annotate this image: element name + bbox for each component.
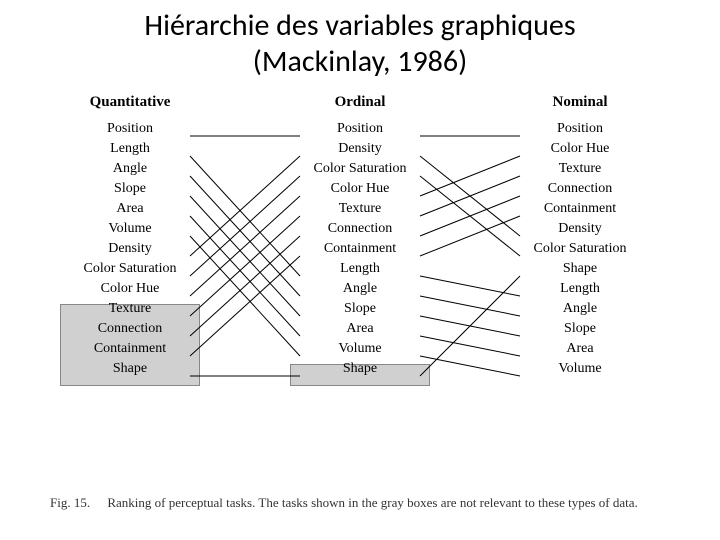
column-ordinal: Ordinal PositionDensityColor SaturationC… xyxy=(294,94,426,379)
rank-item: Texture xyxy=(294,199,426,219)
rank-item: Length xyxy=(64,139,196,159)
column-nominal: Nominal PositionColor HueTextureConnecti… xyxy=(514,94,646,379)
rank-item: Position xyxy=(294,119,426,139)
figure-label: Fig. 15. xyxy=(50,495,90,510)
rank-item: Area xyxy=(514,339,646,359)
rank-item: Color Hue xyxy=(514,139,646,159)
rank-item: Angle xyxy=(294,279,426,299)
rank-item: Position xyxy=(514,119,646,139)
rank-item: Shape xyxy=(514,259,646,279)
rank-item: Color Hue xyxy=(294,179,426,199)
rank-item: Connection xyxy=(64,319,196,339)
column-quantitative: Quantitative PositionLengthAngleSlopeAre… xyxy=(64,94,196,379)
rank-item: Density xyxy=(514,219,646,239)
header-quantitative: Quantitative xyxy=(64,94,196,111)
rank-item: Containment xyxy=(514,199,646,219)
rank-item: Color Saturation xyxy=(514,239,646,259)
title-line-2: (Mackinlay, 1986) xyxy=(253,43,467,80)
rank-item: Connection xyxy=(514,179,646,199)
rank-item: Length xyxy=(514,279,646,299)
header-ordinal: Ordinal xyxy=(294,94,426,111)
rank-item: Volume xyxy=(294,339,426,359)
rank-item: Connection xyxy=(294,219,426,239)
rank-item: Texture xyxy=(64,299,196,319)
rank-item: Shape xyxy=(64,359,196,379)
rank-item: Density xyxy=(294,139,426,159)
rank-item: Position xyxy=(64,119,196,139)
rank-item: Area xyxy=(64,199,196,219)
header-nominal: Nominal xyxy=(514,94,646,111)
figure-caption: Fig. 15. Ranking of perceptual tasks. Th… xyxy=(50,494,670,512)
rank-item: Color Saturation xyxy=(64,259,196,279)
ranking-diagram: Quantitative PositionLengthAngleSlopeAre… xyxy=(20,94,700,454)
rank-item: Angle xyxy=(514,299,646,319)
rank-item: Slope xyxy=(514,319,646,339)
rank-item: Containment xyxy=(294,239,426,259)
rank-item: Slope xyxy=(294,299,426,319)
rank-item: Containment xyxy=(64,339,196,359)
rank-item: Volume xyxy=(64,219,196,239)
rank-item: Area xyxy=(294,319,426,339)
page-title: Hiérarchie des variables graphiques (Mac… xyxy=(0,0,720,84)
rank-item: Texture xyxy=(514,159,646,179)
rank-item: Shape xyxy=(294,359,426,379)
rank-item: Color Hue xyxy=(64,279,196,299)
title-line-1: Hiérarchie des variables graphiques xyxy=(144,7,575,44)
caption-text: Ranking of perceptual tasks. The tasks s… xyxy=(107,495,637,510)
rank-item: Volume xyxy=(514,359,646,379)
rank-item: Density xyxy=(64,239,196,259)
rank-item: Slope xyxy=(64,179,196,199)
rank-item: Color Saturation xyxy=(294,159,426,179)
rank-item: Length xyxy=(294,259,426,279)
rank-item: Angle xyxy=(64,159,196,179)
